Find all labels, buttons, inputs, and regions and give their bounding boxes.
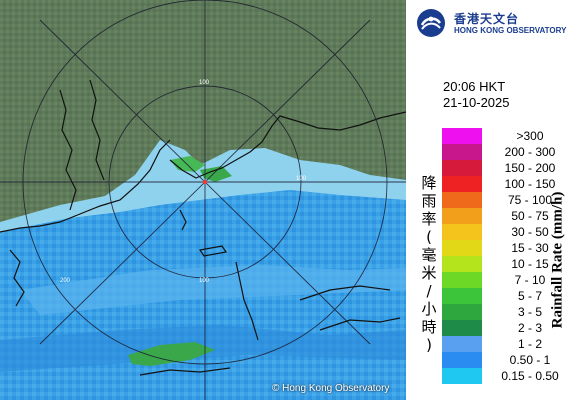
legend-swatch <box>442 224 482 240</box>
legend-label: 150 - 200 <box>504 161 556 175</box>
hko-logo: 香港天文台 HONG KONG OBSERVATORY <box>412 6 577 40</box>
ring-label-west: 200 <box>60 278 71 284</box>
legend-swatch <box>442 336 482 352</box>
legend-row: 10 - 15 <box>442 256 572 272</box>
rainfall-legend: >300 200 - 300 150 - 200 100 - 150 75 - 100 5… <box>442 128 572 384</box>
legend-row: 3 - 5 <box>442 304 572 320</box>
legend-row: 1 - 2 <box>442 336 572 352</box>
legend-label: 200 - 300 <box>504 145 556 159</box>
legend-label: >300 <box>516 129 544 143</box>
legend-swatch <box>442 240 482 256</box>
legend-swatch <box>442 352 482 368</box>
legend-row: 50 - 75 <box>442 208 572 224</box>
ring-label-south: 100 <box>199 278 210 284</box>
ring-label-north: 100 <box>199 80 210 86</box>
ring-label-east: 100 <box>296 176 307 182</box>
legend-row: 75 - 100 <box>442 192 572 208</box>
legend-label: 100 - 150 <box>504 177 556 191</box>
timestamp-date: 21-10-2025 <box>443 95 510 110</box>
legend-row: 150 - 200 <box>442 160 572 176</box>
legend-label: 30 - 50 <box>511 225 549 239</box>
legend-swatch <box>442 320 482 336</box>
legend-label: 3 - 5 <box>517 305 542 319</box>
legend-swatch <box>442 208 482 224</box>
moderate-rain-patch <box>128 342 215 366</box>
legend-row: 2 - 3 <box>442 320 572 336</box>
rain-streak <box>20 265 406 315</box>
legend-swatch <box>442 144 482 160</box>
legend-swatch <box>442 368 482 384</box>
legend-swatch <box>442 176 482 192</box>
legend-row: 15 - 30 <box>442 240 572 256</box>
legend-swatch <box>442 288 482 304</box>
legend-swatch <box>442 256 482 272</box>
legend-label: 50 - 75 <box>511 209 549 223</box>
radar-center-marker <box>203 180 207 184</box>
legend-title-english: Rainfall Rate (mm/h) <box>549 191 566 329</box>
side-panel: 香港天文台 HONG KONG OBSERVATORY 20:06 HKT 21… <box>406 0 577 400</box>
legend-swatch <box>442 160 482 176</box>
coastline <box>0 79 406 376</box>
legend-swatch <box>442 192 482 208</box>
copyright-text: © Hong Kong Observatory <box>272 383 390 394</box>
legend-row: 5 - 7 <box>442 288 572 304</box>
moderate-rain-patch <box>200 166 232 182</box>
legend-label: 2 - 3 <box>517 321 542 335</box>
logo-chinese-text: 香港天文台 <box>454 12 520 26</box>
legend-label: 75 - 100 <box>507 193 553 207</box>
legend-title-chinese: 降雨率(毫米 / 小時) <box>421 174 437 354</box>
legend-row: 200 - 300 <box>442 144 572 160</box>
timestamp-time: 20:06 HKT <box>443 79 506 94</box>
legend-label: 0.50 - 1 <box>509 353 551 367</box>
legend-row: 0.15 - 0.50 <box>442 368 572 384</box>
legend-label: 0.15 - 0.50 <box>501 369 559 383</box>
legend-row: 30 - 50 <box>442 224 572 240</box>
legend-swatch <box>442 304 482 320</box>
legend-row: >300 <box>442 128 572 144</box>
legend-label: 15 - 30 <box>511 241 549 255</box>
legend-label: 10 - 15 <box>511 257 549 271</box>
legend-label: 1 - 2 <box>517 337 542 351</box>
legend-row: 100 - 150 <box>442 176 572 192</box>
radar-map: 100 100 100 200 <box>0 0 406 400</box>
logo-english-text: HONG KONG OBSERVATORY <box>454 26 567 35</box>
legend-swatch <box>442 272 482 288</box>
legend-row: 7 - 10 <box>442 272 572 288</box>
legend-label: 7 - 10 <box>514 273 546 287</box>
legend-row: 0.50 - 1 <box>442 352 572 368</box>
hko-logo-mark-icon <box>417 9 445 37</box>
legend-label: 5 - 7 <box>517 289 542 303</box>
legend-swatch <box>442 128 482 144</box>
